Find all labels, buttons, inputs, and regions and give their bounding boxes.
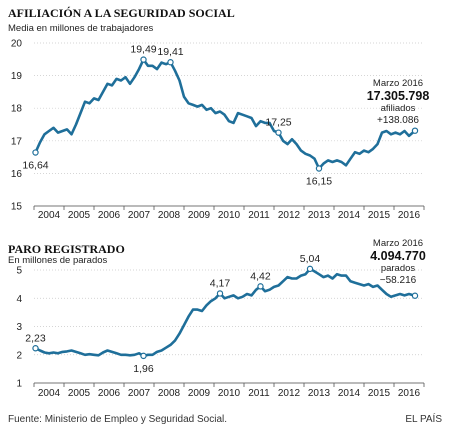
x-tick-label: 2011 xyxy=(248,388,270,399)
x-tick-label: 2004 xyxy=(38,388,61,399)
x-tick-label: 2010 xyxy=(218,210,241,221)
x-tick-label: 2010 xyxy=(218,388,241,399)
callout-change: −58.216 xyxy=(380,275,417,286)
x-tick-label: 2004 xyxy=(38,210,61,221)
x-tick-label: 2005 xyxy=(68,210,91,221)
callout-date: Marzo 2016 xyxy=(373,238,423,249)
chart-subtitle: Media en millones de trabajadores xyxy=(8,23,153,34)
y-tick-label: 18 xyxy=(11,104,23,115)
y-tick-label: 3 xyxy=(16,322,22,333)
x-tick-label: 2013 xyxy=(308,210,331,221)
chart-title: AFILIACIÓN A LA SEGURIDAD SOCIAL xyxy=(8,6,235,20)
data-point-marker xyxy=(32,345,39,352)
x-tick-label: 2015 xyxy=(368,210,391,221)
data-point-marker xyxy=(306,265,314,273)
y-tick-label: 19 xyxy=(11,71,23,82)
x-tick-label: 2005 xyxy=(68,388,91,399)
data-label: 4,42 xyxy=(250,270,271,282)
data-point-marker xyxy=(411,127,419,134)
data-point-marker xyxy=(140,352,147,360)
chart-panel-1: AFILIACIÓN A LA SEGURIDAD SOCIAL Media en… xyxy=(8,6,429,221)
callout-value: 4.094.770 xyxy=(370,249,426,263)
chart-subtitle: En millones de parados xyxy=(8,255,108,266)
data-point-marker xyxy=(32,149,39,156)
y-tick-label: 20 xyxy=(11,39,23,50)
x-tick-label: 2009 xyxy=(188,388,211,399)
data-label: 1,96 xyxy=(133,363,154,375)
y-tick-label: 15 xyxy=(11,202,23,213)
x-tick-label: 2008 xyxy=(158,388,181,399)
data-point-marker xyxy=(315,165,323,172)
x-tick-label: 2007 xyxy=(128,210,151,221)
data-label: 19,41 xyxy=(157,46,183,58)
x-tick-label: 2012 xyxy=(278,388,301,399)
series-line xyxy=(34,58,417,170)
y-tick-label: 5 xyxy=(16,266,22,277)
x-tick-label: 2009 xyxy=(188,210,211,221)
data-point-marker xyxy=(275,129,282,136)
y-tick-label: 17 xyxy=(11,136,23,147)
data-label: 16,64 xyxy=(22,160,48,172)
callout-unit: afiliados xyxy=(381,103,416,114)
x-tick-label: 2006 xyxy=(98,210,121,221)
data-label: 17,25 xyxy=(265,117,291,129)
data-label: 2,23 xyxy=(25,332,46,344)
x-tick-label: 2014 xyxy=(338,388,361,399)
data-point-marker xyxy=(257,283,264,290)
source-note: Fuente: Ministerio de Empleo y Seguridad… xyxy=(8,414,228,425)
series-line xyxy=(34,267,417,358)
callout-change: +138.086 xyxy=(377,115,419,126)
callout-unit: parados xyxy=(381,263,416,274)
y-tick-label: 16 xyxy=(11,169,23,180)
x-tick-label: 2007 xyxy=(128,388,151,399)
x-tick-label: 2013 xyxy=(308,388,331,399)
x-tick-label: 2016 xyxy=(398,388,421,399)
data-label: 4,17 xyxy=(210,277,231,289)
data-point-marker xyxy=(411,292,419,299)
data-point-marker xyxy=(167,59,174,66)
x-tick-label: 2016 xyxy=(398,210,421,221)
callout-value: 17.305.798 xyxy=(367,89,430,103)
brand-label: EL PAÍS xyxy=(405,414,442,425)
data-label: 16,15 xyxy=(306,176,332,188)
x-tick-label: 2015 xyxy=(368,388,391,399)
x-tick-label: 2012 xyxy=(278,210,301,221)
x-tick-label: 2006 xyxy=(98,388,121,399)
y-tick-label: 1 xyxy=(16,379,22,390)
x-tick-label: 2014 xyxy=(338,210,361,221)
chart-title: PARO REGISTRADO xyxy=(8,242,125,256)
data-label: 5,04 xyxy=(300,253,321,265)
y-tick-label: 2 xyxy=(16,350,22,361)
callout-date: Marzo 2016 xyxy=(373,78,423,89)
data-label: 19,49 xyxy=(130,44,156,56)
data-point-marker xyxy=(216,290,224,297)
y-tick-label: 4 xyxy=(16,294,22,305)
data-point-marker xyxy=(140,56,147,63)
x-tick-label: 2008 xyxy=(158,210,181,221)
x-tick-label: 2011 xyxy=(248,210,270,221)
